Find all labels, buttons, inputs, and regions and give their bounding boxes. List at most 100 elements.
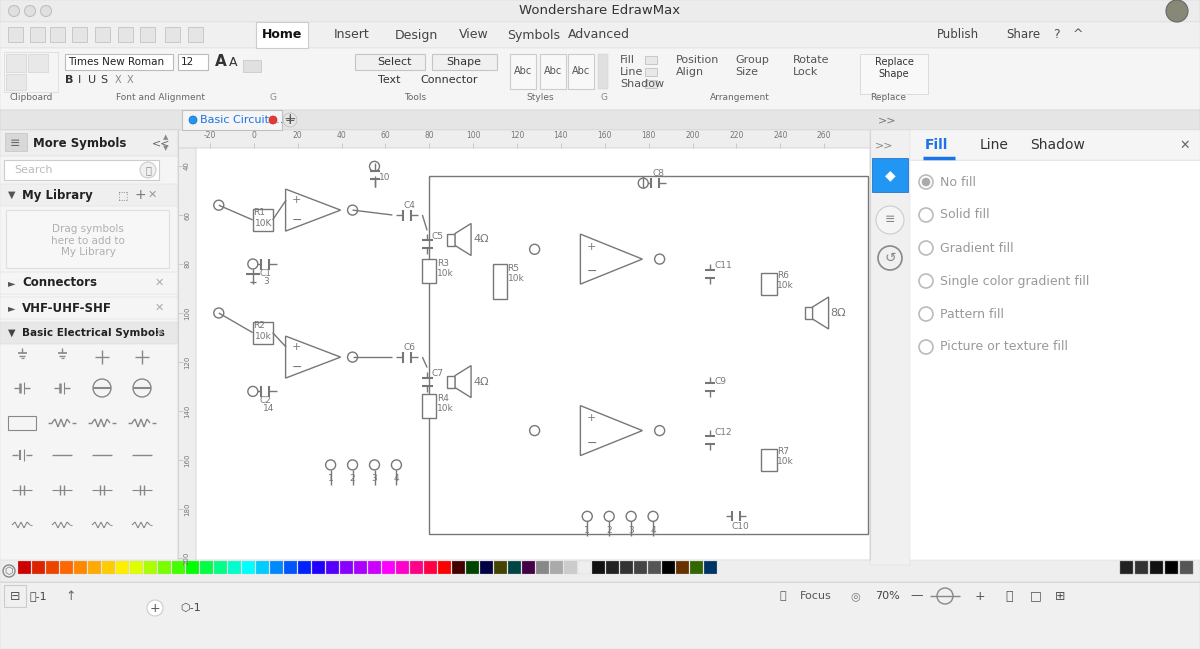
Text: 14: 14	[263, 404, 275, 413]
Bar	[870, 130, 910, 565]
Circle shape	[919, 175, 934, 189]
Bar	[130, 561, 143, 574]
Bar	[804, 307, 812, 319]
Text: R7: R7	[778, 448, 790, 456]
Polygon shape	[581, 406, 642, 456]
Text: □: □	[1030, 589, 1042, 602]
Bar	[284, 561, 298, 574]
Circle shape	[283, 113, 298, 127]
Text: Fill: Fill	[620, 55, 635, 65]
Text: G: G	[600, 93, 607, 103]
Text: 0: 0	[252, 132, 257, 140]
Bar	[186, 561, 199, 574]
Text: 60: 60	[184, 210, 190, 219]
Text: +: +	[587, 241, 595, 252]
Text: Abc: Abc	[514, 66, 532, 76]
Text: ↺: ↺	[884, 251, 896, 265]
Text: Focus: Focus	[800, 591, 832, 601]
Bar	[494, 561, 508, 574]
Text: Home: Home	[262, 29, 302, 42]
Bar	[492, 263, 506, 299]
Text: 8Ω: 8Ω	[830, 308, 846, 318]
Text: G: G	[270, 93, 277, 103]
Text: 3: 3	[372, 474, 377, 484]
Text: ⬡: ⬡	[5, 566, 13, 576]
Bar	[0, 322, 178, 344]
Text: here to add to: here to add to	[52, 236, 125, 246]
Bar	[430, 176, 868, 533]
Text: X: X	[127, 75, 133, 85]
Text: B: B	[65, 75, 73, 85]
Bar	[312, 561, 325, 574]
Text: 200: 200	[184, 551, 190, 565]
Bar	[4, 160, 158, 180]
Circle shape	[8, 5, 19, 16]
Text: 3: 3	[629, 526, 634, 535]
Text: ▼: ▼	[8, 190, 16, 200]
Text: ◆: ◆	[884, 168, 895, 182]
Text: Drag symbols: Drag symbols	[52, 224, 124, 234]
Bar	[0, 272, 178, 294]
Bar	[860, 54, 928, 94]
Circle shape	[529, 426, 540, 435]
Circle shape	[604, 511, 614, 521]
Circle shape	[1166, 0, 1188, 22]
Circle shape	[370, 162, 379, 171]
Bar	[396, 561, 409, 574]
Text: Styles: Styles	[526, 93, 554, 103]
Bar	[116, 561, 130, 574]
Text: ▲: ▲	[163, 134, 168, 140]
Text: Single color gradient fill: Single color gradient fill	[940, 275, 1090, 288]
Text: ≡: ≡	[884, 214, 895, 227]
Text: 100: 100	[184, 306, 190, 320]
Bar	[646, 68, 658, 76]
Text: ↑: ↑	[65, 589, 76, 602]
Bar	[910, 130, 1200, 160]
Bar	[382, 561, 395, 574]
Text: R5: R5	[508, 263, 520, 273]
Bar	[172, 561, 185, 574]
Text: 🔍: 🔍	[780, 591, 787, 601]
Bar	[634, 561, 647, 574]
Text: Shadow: Shadow	[1030, 138, 1085, 152]
Bar	[340, 561, 353, 574]
Bar	[690, 561, 703, 574]
Bar	[4, 585, 26, 607]
Text: A: A	[215, 55, 227, 69]
Text: ►: ►	[8, 303, 16, 313]
Circle shape	[325, 460, 336, 470]
Circle shape	[214, 308, 223, 318]
Text: Replace
Shape: Replace Shape	[875, 57, 913, 79]
Bar	[28, 54, 48, 72]
Text: C2: C2	[260, 396, 271, 405]
Text: 140: 140	[553, 132, 568, 140]
Text: Rotate: Rotate	[793, 55, 829, 65]
Circle shape	[190, 116, 197, 124]
Bar	[1165, 561, 1178, 574]
Text: 160: 160	[598, 132, 612, 140]
Text: +: +	[284, 114, 295, 127]
Bar	[480, 561, 493, 574]
Bar	[536, 561, 550, 574]
Text: C11: C11	[714, 262, 732, 270]
Text: Share: Share	[1006, 29, 1040, 42]
Polygon shape	[812, 297, 828, 329]
Text: 120: 120	[510, 132, 524, 140]
Text: ✕: ✕	[148, 190, 157, 200]
Text: 200: 200	[685, 132, 700, 140]
Text: 10: 10	[378, 173, 390, 182]
Circle shape	[919, 274, 934, 288]
Text: ⊟: ⊟	[10, 589, 20, 602]
Text: Advanced: Advanced	[568, 29, 630, 42]
Text: Symbols: Symbols	[508, 29, 560, 42]
Text: ✕: ✕	[155, 328, 164, 338]
Bar	[568, 54, 594, 89]
Bar	[242, 561, 256, 574]
Text: ▼: ▼	[8, 328, 16, 338]
Text: ✕: ✕	[1180, 138, 1190, 151]
Bar	[144, 561, 157, 574]
Circle shape	[919, 307, 934, 321]
Text: U: U	[88, 75, 96, 85]
Bar	[200, 561, 214, 574]
Text: Align: Align	[676, 67, 704, 77]
